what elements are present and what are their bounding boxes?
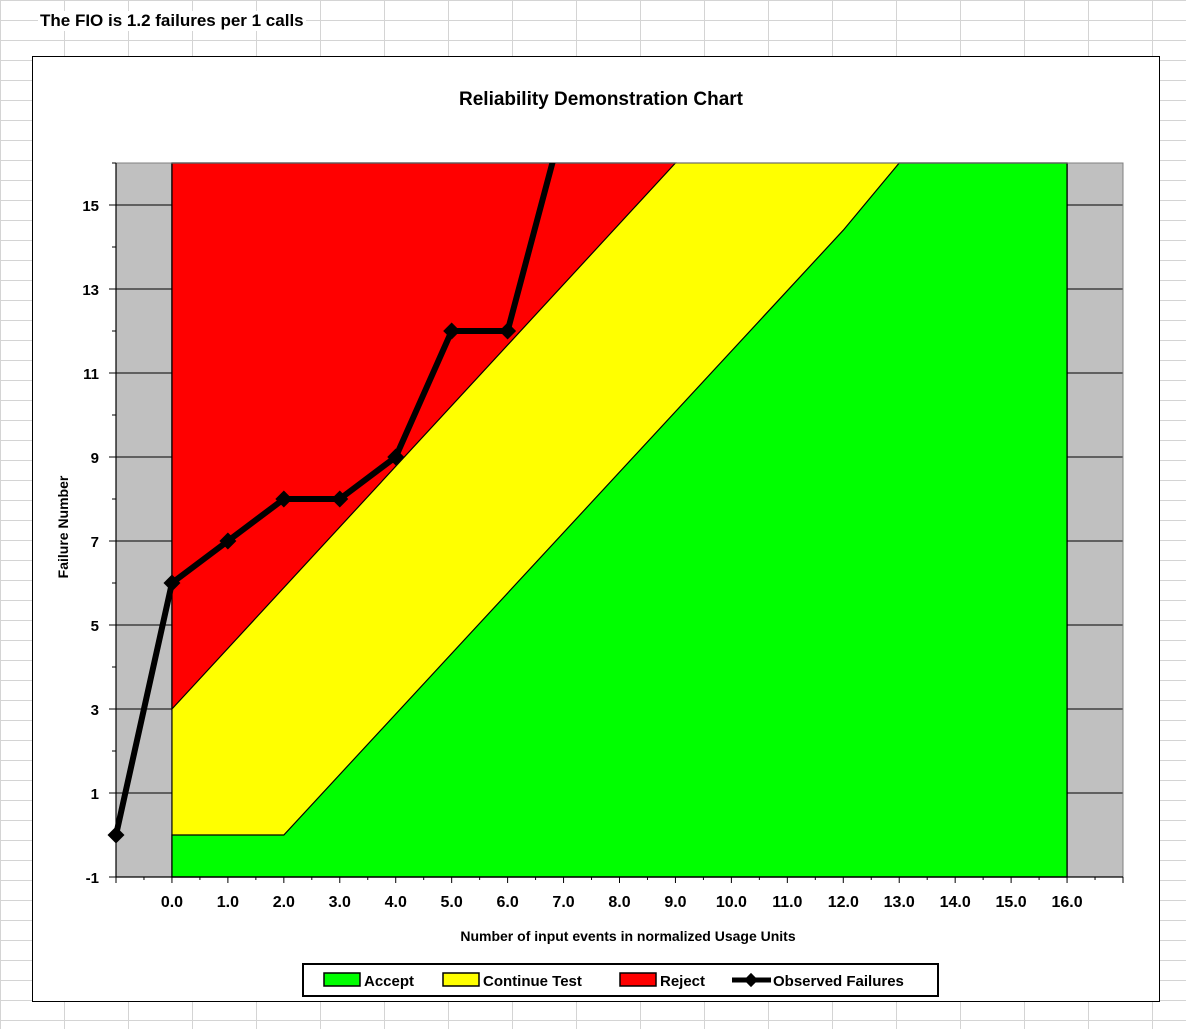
y-tick-label: 13 [82, 282, 99, 299]
legend-accept-swatch [323, 972, 361, 987]
legend-accept-label: Accept [364, 973, 414, 990]
observed-point [107, 826, 125, 844]
legend-continue-label: Continue Test [483, 973, 582, 990]
x-tick-label: 4.0 [385, 894, 407, 911]
observed-point [331, 490, 349, 508]
x-tick-label: 13.0 [884, 894, 915, 911]
sheet-heading: The FIO is 1.2 failures per 1 calls [38, 11, 306, 31]
observed-point [275, 490, 293, 508]
x-tick-label: 6.0 [496, 894, 518, 911]
observed-point [219, 532, 237, 550]
legend: Accept Continue Test Reject Observed Fai… [302, 963, 939, 997]
x-tick-label: 9.0 [664, 894, 686, 911]
x-tick-label: 7.0 [552, 894, 574, 911]
x-tick-label: 10.0 [716, 894, 747, 911]
chart-title: Reliability Demonstration Chart [459, 89, 744, 110]
y-tick-label: 11 [83, 366, 99, 383]
observed-point [443, 322, 461, 340]
legend-observed-label: Observed Failures [773, 973, 904, 990]
y-tick-label: 7 [91, 534, 99, 551]
observed-point [387, 448, 405, 466]
x-tick-label: 11.0 [772, 894, 802, 911]
x-tick-label: 16.0 [1051, 894, 1082, 911]
legend-reject-swatch [619, 972, 657, 987]
y-tick-label: 3 [91, 702, 99, 719]
legend-continue-swatch [442, 972, 480, 987]
x-tick-label: 12.0 [828, 894, 859, 911]
y-tick-label: 1 [91, 786, 99, 803]
y-tick-label: 15 [82, 198, 99, 215]
x-tick-label: 3.0 [329, 894, 351, 911]
x-tick-label: 5.0 [441, 894, 463, 911]
observed-point [163, 574, 181, 592]
legend-reject-label: Reject [660, 973, 705, 990]
chart-frame: Reliability Demonstration Chart -1 1 3 5 7 9 1… [32, 56, 1160, 1002]
x-tick-label: 14.0 [940, 894, 971, 911]
x-axis-label: Number of input events in normalized Usa… [460, 928, 795, 944]
y-axis-label: Failure Number [55, 475, 71, 578]
x-tick-label: 15.0 [996, 894, 1027, 911]
y-tick-label: 9 [91, 450, 99, 467]
legend-observed-marker [743, 972, 759, 988]
x-tick-label: 0.0 [161, 894, 183, 911]
y-tick-label: -1 [86, 870, 99, 887]
y-tick-label: 5 [91, 618, 99, 635]
x-tick-label: 2.0 [273, 894, 295, 911]
reliability-chart: Reliability Demonstration Chart -1135791… [55, 89, 1124, 997]
x-tick-label: 1.0 [217, 894, 239, 911]
x-tick-label: 8.0 [608, 894, 630, 911]
